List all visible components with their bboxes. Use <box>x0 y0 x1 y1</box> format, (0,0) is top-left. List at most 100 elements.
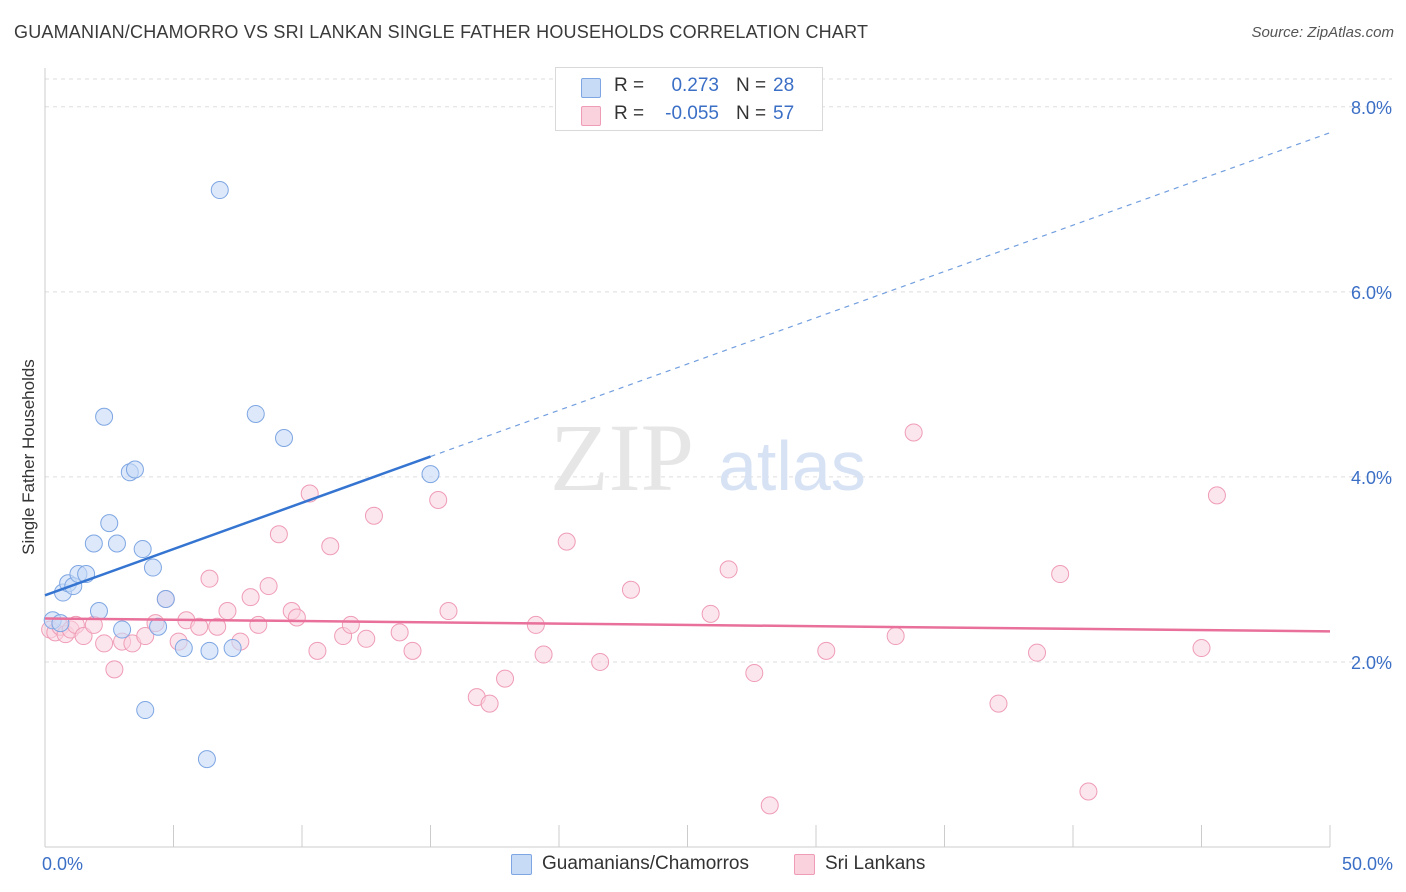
r-label: R = <box>614 75 645 96</box>
y-tick-label: 2.0% <box>1351 653 1392 673</box>
guamanians-point <box>125 460 144 479</box>
sri-lankans-point <box>200 569 219 588</box>
guamanians-point <box>133 540 152 559</box>
r-label: R = <box>614 103 645 124</box>
x-tick-label: 50.0% <box>1342 854 1393 874</box>
guamanians-point <box>200 641 219 660</box>
sri-lankans-point <box>364 506 383 525</box>
guamanians-point <box>421 465 440 484</box>
sri-lankans-point <box>190 617 209 636</box>
guamanians-point <box>143 558 162 577</box>
guamanians-point <box>275 429 294 448</box>
y-tick-label: 6.0% <box>1351 283 1392 303</box>
sri-lankans-point <box>760 796 779 815</box>
stats-row-guamanians: R = 0.273 N = 28 <box>556 72 822 100</box>
sri-lankans-point <box>989 694 1008 713</box>
sri-lankans-point <box>591 652 610 671</box>
sri-lankans-point <box>249 615 268 634</box>
watermark-zip: ZIP <box>550 404 694 511</box>
sri-lankans-point <box>496 669 515 688</box>
n-value: 57 <box>773 103 795 124</box>
sri-lankans-point <box>526 615 545 634</box>
sri-lankans-point <box>208 617 227 636</box>
sri-lankans-point <box>308 641 327 660</box>
n-label: N = <box>736 103 767 124</box>
n-label: N = <box>736 75 767 96</box>
guamanians-point <box>223 639 242 658</box>
chart-title: GUAMANIAN/CHAMORRO VS SRI LANKAN SINGLE … <box>14 22 869 42</box>
sri-lankans-point <box>480 694 499 713</box>
sri-lankans-point <box>341 615 360 634</box>
trend-lines <box>44 132 1331 633</box>
sri-lankans-point <box>719 560 738 579</box>
sri-lankans-point <box>1192 639 1211 658</box>
sri-lankans-point <box>390 623 409 642</box>
sri-lankans-point <box>701 604 720 623</box>
sri-lankans-point <box>1051 565 1070 584</box>
guamanians-trend-extension <box>430 132 1331 458</box>
sri-lankans-point <box>259 577 278 596</box>
guamanians-point <box>197 750 216 769</box>
guamanians-point <box>136 701 155 720</box>
axes <box>44 68 1331 848</box>
watermark: ZIP atlas <box>550 404 866 511</box>
sri-lankans-point <box>1028 643 1047 662</box>
sri-lankans-point <box>817 641 836 660</box>
tick-labels: 2.0% 4.0% 6.0% 8.0% 0.0% 50.0% <box>42 98 1393 874</box>
sri-lankans-point <box>439 602 458 621</box>
legend-label-sri-lankans: Sri Lankans <box>825 853 926 874</box>
stats-box: R = 0.273 N = 28 R = -0.055 N = 57 <box>555 67 823 131</box>
n-value: 28 <box>773 75 795 96</box>
guamanians-point <box>246 404 265 423</box>
x-tick-label: 0.0% <box>42 854 83 874</box>
y-tick-label: 4.0% <box>1351 468 1392 488</box>
legend-label-guamanians: Guamanians/Chamorros <box>542 853 749 874</box>
sri-lankans-point <box>74 627 93 646</box>
guamanians-point <box>84 534 103 553</box>
sri-lankans-point <box>904 423 923 442</box>
guamanians-point <box>100 514 119 533</box>
sri-lankans-point <box>429 491 448 510</box>
sri-lankans-point <box>1079 782 1098 801</box>
y-tick-label: 8.0% <box>1351 98 1392 118</box>
legend-swatch-guamanians <box>511 854 532 875</box>
grid-lines <box>45 78 1392 663</box>
sri-lankans-point <box>287 608 306 627</box>
stats-swatch-guamanians <box>581 78 601 98</box>
guamanians-point <box>174 639 193 658</box>
guamanians-point <box>107 534 126 553</box>
sri-lankans-point <box>403 641 422 660</box>
sri-lankans-points <box>41 423 1226 815</box>
sri-lankans-point <box>218 602 237 621</box>
stats-swatch-sri-lankans <box>581 106 601 126</box>
y-axis-label: Single Father Households <box>19 359 38 555</box>
sri-lankans-trend-line <box>44 617 1331 633</box>
chart-source: Source: ZipAtlas.com <box>1251 24 1394 41</box>
legend-swatch-sri-lankans <box>794 854 815 875</box>
stats-row-sri-lankans: R = -0.055 N = 57 <box>556 100 822 128</box>
guamanians-point <box>89 602 108 621</box>
guamanians-trend-line <box>44 455 431 597</box>
guamanians-point <box>210 181 229 200</box>
guamanians-point <box>51 614 70 633</box>
guamanians-point <box>113 620 132 639</box>
r-value: 0.273 <box>671 75 719 96</box>
sri-lankans-point <box>269 525 288 544</box>
sri-lankans-point <box>886 627 905 646</box>
sri-lankans-point <box>136 627 155 646</box>
guamanians-point <box>156 590 175 609</box>
sri-lankans-point <box>557 532 576 551</box>
watermark-atlas: atlas <box>718 427 866 505</box>
sri-lankans-point <box>95 634 114 653</box>
sri-lankans-point <box>357 629 376 648</box>
guamanians-point <box>95 407 114 426</box>
sri-lankans-point <box>621 580 640 599</box>
sri-lankans-point <box>1207 486 1226 505</box>
sri-lankans-point <box>105 660 124 679</box>
r-value: -0.055 <box>665 103 719 124</box>
sri-lankans-point <box>241 588 260 607</box>
sri-lankans-point <box>745 664 764 683</box>
sri-lankans-point <box>534 645 553 664</box>
guamanians-point <box>149 617 168 636</box>
